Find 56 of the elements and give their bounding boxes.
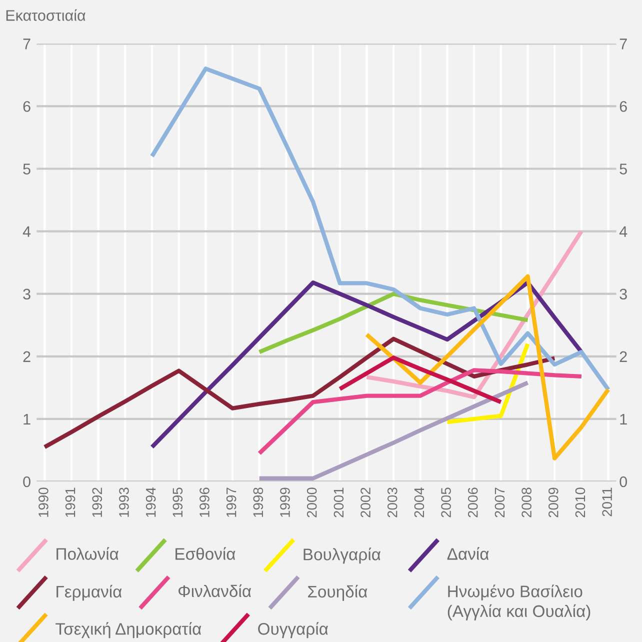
y2-tick-label: 0 xyxy=(620,476,627,488)
x-tick-label: 2009 xyxy=(548,488,558,518)
x-tick-label: 2001 xyxy=(334,488,344,518)
y2-tick-label: 2 xyxy=(620,351,627,362)
y-axis-title: Εκατοστιαία xyxy=(6,9,86,21)
x-tick-label: 1992 xyxy=(92,488,102,517)
line-series xyxy=(338,356,503,404)
line-series xyxy=(42,336,557,450)
x-tick-label: 2007 xyxy=(494,488,505,518)
line-series xyxy=(150,280,584,450)
x-tick-label: 1994 xyxy=(146,487,156,517)
legend-label: Βουλγαρία xyxy=(304,548,381,564)
legend-label: Ηνωμένο Βασίλειο (Αγγλία και Ουαλία) xyxy=(448,584,590,620)
x-tick-label: 2006 xyxy=(468,488,478,518)
y-tick-label: 0 xyxy=(23,476,30,488)
y2-tick-label: 7 xyxy=(620,38,627,50)
legend-label: Σουηδία xyxy=(308,584,368,601)
y2-tick-label: 4 xyxy=(619,226,628,237)
y-tick-label: 7 xyxy=(23,38,30,50)
y-tick-label: 4 xyxy=(22,226,31,237)
legend-label: Δανία xyxy=(447,547,489,560)
legend-label: Φινλανδία xyxy=(178,584,252,598)
y-tick-label: 2 xyxy=(23,351,30,362)
y-tick-label: 1 xyxy=(24,414,30,424)
y-tick-label: 5 xyxy=(23,164,30,174)
x-tick-label: 1998 xyxy=(253,488,264,517)
x-tick-label: 1995 xyxy=(172,488,183,517)
legend-label: Εσθονία xyxy=(176,547,236,560)
x-tick-label: 2002 xyxy=(360,488,370,518)
legend-label: Τσεχική Δημοκρατία xyxy=(56,622,202,638)
x-tick-label: 2005 xyxy=(441,488,451,518)
x-tick-label: 2003 xyxy=(387,488,398,518)
x-tick-label: 2000 xyxy=(306,488,317,518)
x-tick-label: 1993 xyxy=(119,488,129,517)
legend-label: Πολωνία xyxy=(56,547,118,560)
y2-tick-label: 1 xyxy=(620,414,627,424)
x-tick-label: 1991 xyxy=(65,488,76,517)
x-tick-label: 2004 xyxy=(414,487,424,518)
x-tick-label: 2010 xyxy=(575,488,586,518)
y-tick-label: 3 xyxy=(23,288,30,300)
y2-tick-label: 3 xyxy=(620,288,627,300)
x-tick-label: 2011 xyxy=(602,488,612,516)
line-series xyxy=(150,66,610,392)
x-tick-label: 1990 xyxy=(38,488,48,517)
x-tick-label: 1996 xyxy=(200,488,210,517)
line-series xyxy=(257,380,530,480)
y2-tick-label: 5 xyxy=(620,164,627,174)
x-tick-label: 2008 xyxy=(522,488,532,518)
y2-tick-label: 6 xyxy=(620,101,627,112)
line-series xyxy=(257,368,584,456)
legend-label: Ουγγαρία xyxy=(258,622,328,638)
legend-label: Γερμανία xyxy=(56,584,122,601)
y-tick-label: 6 xyxy=(23,101,30,112)
x-tick-label: 1999 xyxy=(280,488,290,517)
x-tick-label: 1997 xyxy=(226,488,236,517)
line-series xyxy=(364,274,610,460)
